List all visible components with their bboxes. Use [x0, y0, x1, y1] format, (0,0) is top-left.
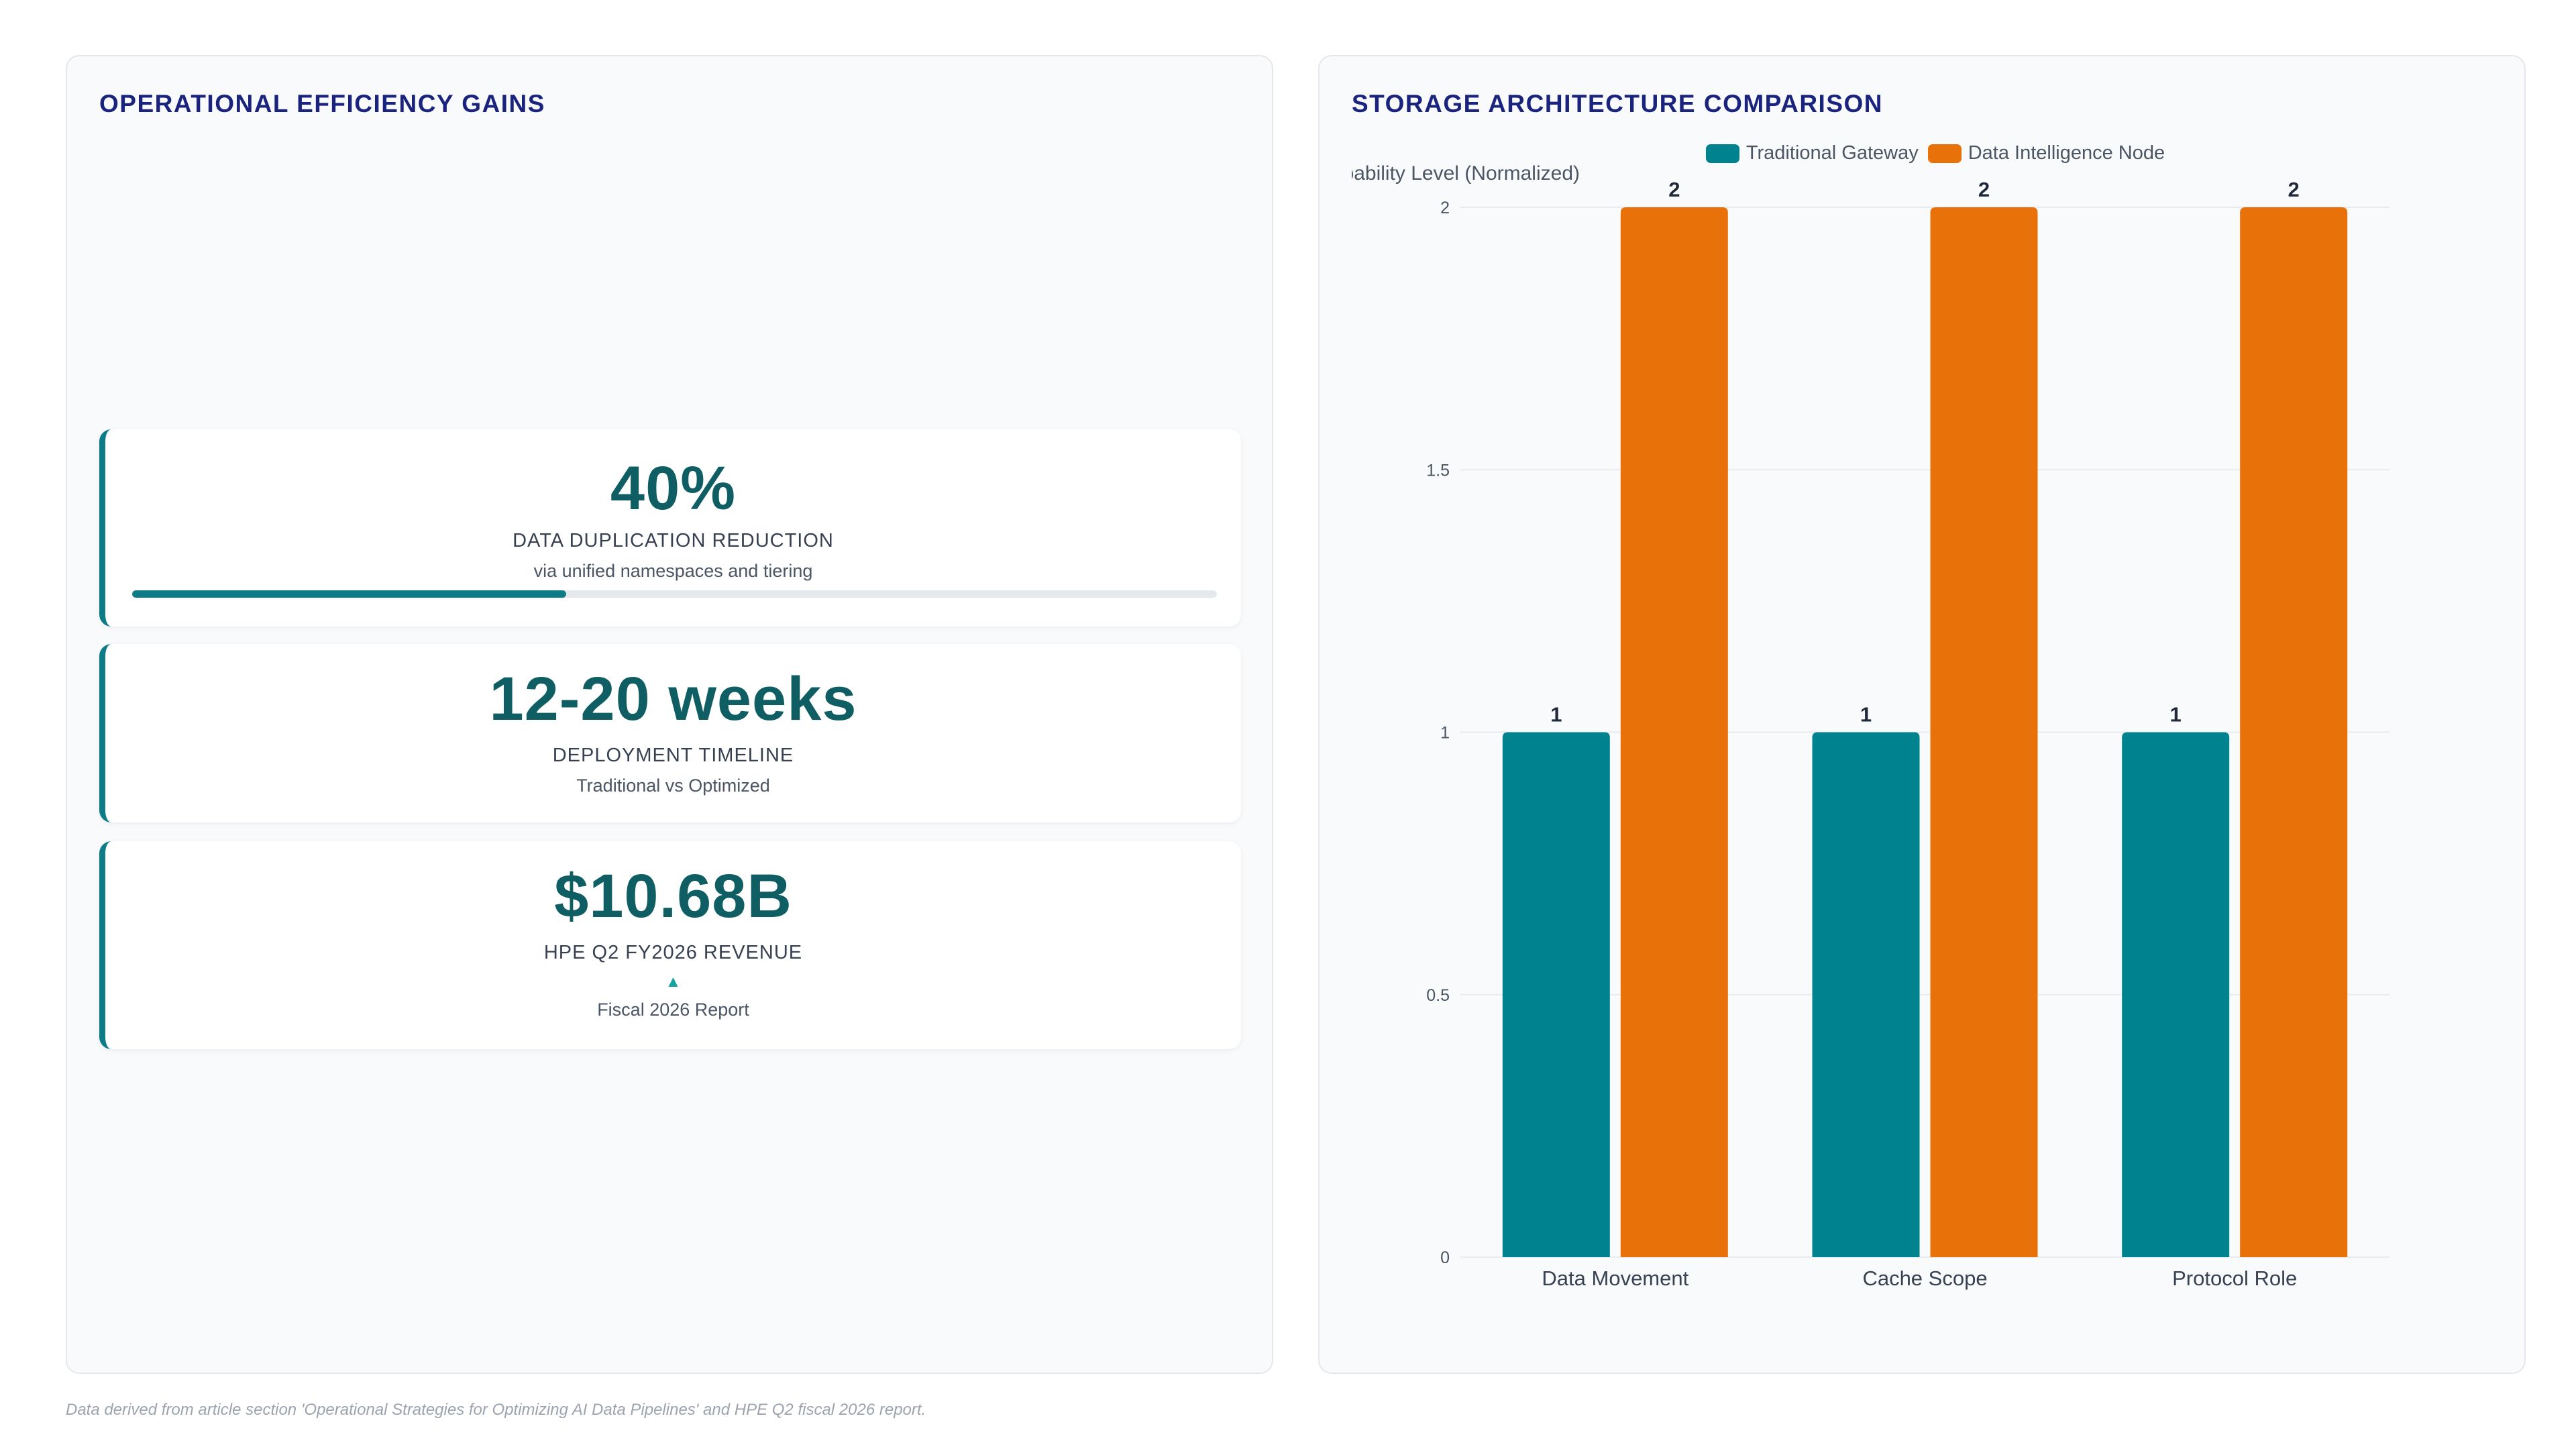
- chart-legend: Traditional Gateway Data Intelligence No…: [1320, 142, 2524, 164]
- metric-card-deployment: 12-20 weeks DEPLOYMENT TIMELINE Traditio…: [99, 644, 1241, 822]
- efficiency-panel: OPERATIONAL EFFICIENCY GAINS 40% DATA DU…: [66, 55, 1273, 1374]
- bar: [2122, 732, 2230, 1257]
- metric-card-duplication: 40% DATA DUPLICATION REDUCTION via unifi…: [99, 429, 1241, 627]
- metric-subtext: Traditional vs Optimized: [576, 775, 770, 796]
- y-tick-label: 0.5: [1426, 986, 1450, 1005]
- data-label: 1: [1860, 703, 1872, 727]
- x-tick-label: Protocol Role: [2172, 1267, 2297, 1290]
- source-footnote: Data derived from article section 'Opera…: [66, 1401, 926, 1419]
- metric-value: 40%: [610, 454, 737, 523]
- metric-subtext: Fiscal 2026 Report: [597, 1000, 749, 1020]
- bar-chart: 0 0.5 1 1.5 2 1 2 Data Movement 1 2 Cache Scope 1 2 P…: [1426, 178, 2390, 1290]
- trend-up-icon: ▲: [665, 973, 682, 991]
- legend-swatch: [1927, 144, 1962, 163]
- data-label: 2: [1978, 178, 1990, 201]
- y-tick-label: 0: [1440, 1248, 1450, 1267]
- metric-label: DATA DUPLICATION REDUCTION: [513, 530, 834, 551]
- progress-fill: [132, 590, 566, 598]
- legend-swatch: [1705, 144, 1739, 163]
- data-label: 1: [1550, 703, 1562, 727]
- legend-item-data-intelligence-node[interactable]: Data Intelligence Node: [1927, 142, 2165, 164]
- bar: [1930, 207, 2038, 1257]
- x-tick-label: Cache Scope: [1862, 1267, 1987, 1290]
- bar: [2240, 207, 2348, 1257]
- metric-label: DEPLOYMENT TIMELINE: [552, 745, 794, 766]
- data-label: 2: [2288, 178, 2300, 201]
- metric-label: HPE Q2 FY2026 REVENUE: [543, 942, 803, 963]
- legend-label: Traditional Gateway: [1746, 142, 1919, 164]
- legend-item-traditional-gateway[interactable]: Traditional Gateway: [1705, 142, 1919, 164]
- storage-panel-title: STORAGE ARCHITECTURE COMPARISON: [1352, 90, 1884, 117]
- metric-value: $10.68B: [554, 862, 792, 930]
- y-tick-label: 2: [1440, 199, 1450, 217]
- x-tick-label: Data Movement: [1542, 1267, 1688, 1290]
- metric-subtext: via unified namespaces and tiering: [533, 561, 813, 581]
- bar: [1502, 732, 1610, 1257]
- legend-label: Data Intelligence Node: [1968, 142, 2165, 164]
- efficiency-panel-title: OPERATIONAL EFFICIENCY GAINS: [99, 90, 545, 117]
- y-axis-label: pability Level (Normalized): [1352, 162, 1580, 184]
- y-tick-label: 1: [1440, 724, 1450, 743]
- data-label: 1: [2170, 703, 2182, 727]
- metric-value: 12-20 weeks: [489, 665, 857, 733]
- metric-card-revenue: $10.68B HPE Q2 FY2026 REVENUE ▲ Fiscal 2…: [99, 841, 1241, 1049]
- data-label: 2: [1668, 178, 1680, 201]
- storage-comparison-panel: STORAGE ARCHITECTURE COMPARISON Traditio…: [1318, 55, 2526, 1374]
- bar: [1812, 732, 1920, 1257]
- bar: [1620, 207, 1728, 1257]
- progress-bar: [132, 590, 1217, 598]
- y-tick-label: 1.5: [1426, 461, 1450, 480]
